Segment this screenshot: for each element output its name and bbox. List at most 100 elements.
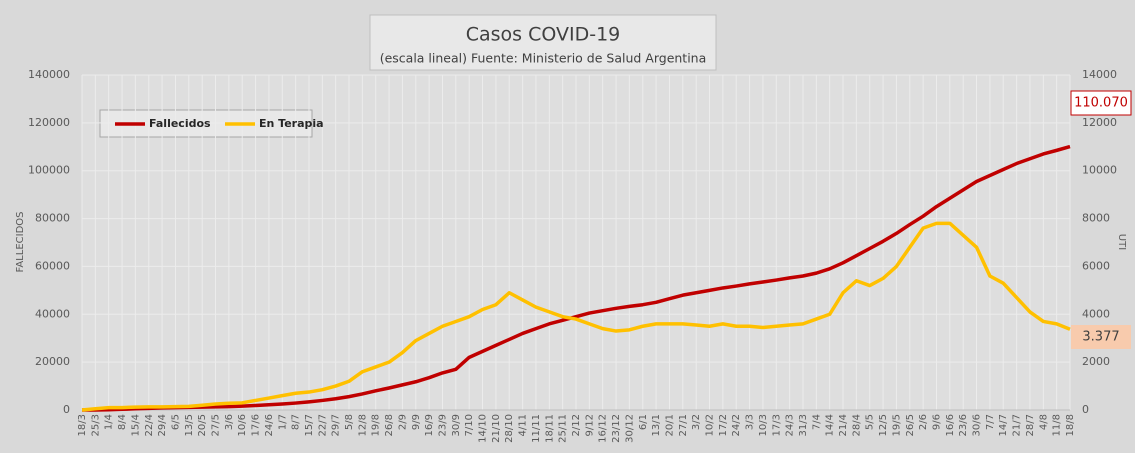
y2-tick-label: 12000 xyxy=(1082,116,1117,129)
title-box xyxy=(369,14,717,71)
x-tick-label: 9/12 xyxy=(584,414,595,436)
x-tick-label: 1/7 xyxy=(277,414,288,430)
x-tick-label: 5/5 xyxy=(865,414,876,430)
x-tick-label: 4/8 xyxy=(1038,414,1049,430)
x-tick-label: 27/1 xyxy=(678,414,689,436)
x-tick-label: 7/10 xyxy=(464,414,475,436)
x-tick-label: 23/9 xyxy=(437,414,448,436)
x-tick-label: 9/6 xyxy=(931,414,942,430)
x-tick-label: 19/5 xyxy=(891,414,902,436)
y2-tick-label: 8000 xyxy=(1082,212,1110,225)
x-tick-label: 24/3 xyxy=(785,414,796,436)
x-tick-label: 20/1 xyxy=(664,414,675,436)
x-tick-label: 3/2 xyxy=(691,414,702,430)
x-tick-label: 21/7 xyxy=(1012,414,1023,436)
x-tick-label: 14/7 xyxy=(998,414,1009,436)
x-tick-label: 18/3 xyxy=(77,414,88,436)
x-tick-label: 17/6 xyxy=(251,414,262,436)
y-tick-label: 40000 xyxy=(35,307,70,320)
x-tick-label: 24/6 xyxy=(264,414,275,436)
x-tick-label: 6/5 xyxy=(170,414,181,430)
x-tick-label: 30/12 xyxy=(624,414,635,443)
x-tick-label: 7/7 xyxy=(985,414,996,430)
x-tick-label: 29/4 xyxy=(157,414,168,436)
x-tick-label: 6/1 xyxy=(638,414,649,430)
x-tick-label: 29/7 xyxy=(331,414,342,436)
x-tick-label: 26/5 xyxy=(905,414,916,436)
x-tick-label: 4/11 xyxy=(518,414,529,436)
x-tick-label: 26/8 xyxy=(384,414,395,436)
x-tick-label: 2/9 xyxy=(397,414,408,430)
y-tick-label: 80000 xyxy=(35,212,70,225)
value-label: 110.070 xyxy=(1074,96,1128,111)
x-tick-label: 23/12 xyxy=(611,414,622,443)
x-tick-label: 15/7 xyxy=(304,414,315,436)
x-tick-label: 18/11 xyxy=(544,414,555,443)
x-tick-label: 14/10 xyxy=(478,414,489,443)
y2-axis-label: UTI xyxy=(1116,234,1127,250)
chart-title: Casos COVID-19 xyxy=(466,24,621,46)
x-tick-label: 23/6 xyxy=(958,414,969,436)
y2-tick-label: 6000 xyxy=(1082,259,1110,272)
x-tick-label: 14/4 xyxy=(825,414,836,436)
x-tick-label: 27/5 xyxy=(211,414,222,436)
x-tick-label: 16/9 xyxy=(424,414,435,436)
x-tick-label: 5/8 xyxy=(344,414,355,430)
y2-tick-label: 4000 xyxy=(1082,307,1110,320)
x-tick-label: 10/2 xyxy=(705,414,716,436)
x-tick-label: 9/9 xyxy=(411,414,422,430)
x-tick-label: 10/6 xyxy=(237,414,248,436)
y2-tick-label: 14000 xyxy=(1082,68,1117,81)
x-tick-label: 18/8 xyxy=(1065,414,1076,436)
y2-tick-label: 0 xyxy=(1082,403,1089,416)
y2-tick-label: 10000 xyxy=(1082,164,1117,177)
x-tick-label: 3/6 xyxy=(224,414,235,430)
x-tick-label: 30/6 xyxy=(972,414,983,436)
legend-label: En Terapia xyxy=(259,117,324,130)
x-tick-label: 12/8 xyxy=(357,414,368,436)
x-tick-label: 11/11 xyxy=(531,414,542,443)
y-tick-label: 60000 xyxy=(35,259,70,272)
x-tick-label: 22/7 xyxy=(317,414,328,436)
x-tick-label: 8/4 xyxy=(117,414,128,430)
x-tick-label: 24/2 xyxy=(731,414,742,436)
x-tick-label: 13/1 xyxy=(651,414,662,436)
x-tick-label: 13/5 xyxy=(184,414,195,436)
x-tick-label: 31/3 xyxy=(798,414,809,436)
x-tick-label: 15/4 xyxy=(130,414,141,436)
x-tick-label: 8/7 xyxy=(291,414,302,430)
chart-subtitle: (escala lineal) Fuente: Ministerio de Sa… xyxy=(380,51,707,66)
series-line xyxy=(81,221,1071,412)
x-tick-label: 22/4 xyxy=(144,414,155,436)
value-label: 3.377 xyxy=(1082,330,1119,345)
x-tick-label: 17/3 xyxy=(771,414,782,436)
y-tick-label: 120000 xyxy=(28,116,70,129)
x-tick-label: 16/12 xyxy=(598,414,609,443)
y-tick-label: 20000 xyxy=(35,355,70,368)
x-tick-label: 25/11 xyxy=(558,414,569,443)
value-label-box xyxy=(1071,325,1131,349)
x-tick-label: 28/10 xyxy=(504,414,515,443)
x-tick-label: 2/12 xyxy=(571,414,582,436)
y-tick-label: 100000 xyxy=(28,164,70,177)
x-tick-label: 11/8 xyxy=(1052,414,1063,436)
x-tick-label: 16/6 xyxy=(945,414,956,436)
x-tick-label: 12/5 xyxy=(878,414,889,436)
x-tick-label: 3/3 xyxy=(745,414,756,430)
x-tick-label: 20/5 xyxy=(197,414,208,436)
y-tick-label: 140000 xyxy=(28,68,70,81)
x-tick-label: 28/7 xyxy=(1025,414,1036,436)
x-tick-label: 21/10 xyxy=(491,414,502,443)
series-line xyxy=(82,144,1071,412)
value-label-box xyxy=(1070,90,1132,116)
x-tick-label: 7/4 xyxy=(811,414,822,430)
x-tick-label: 30/9 xyxy=(451,414,462,436)
x-tick-label: 10/3 xyxy=(758,414,769,436)
x-tick-label: 19/8 xyxy=(371,414,382,436)
x-tick-label: 25/3 xyxy=(90,414,101,436)
legend-label: Fallecidos xyxy=(149,117,211,130)
y-axis-label: FALLECIDOS xyxy=(15,212,26,273)
x-tick-label: 21/4 xyxy=(838,414,849,436)
x-tick-label: 17/2 xyxy=(718,414,729,436)
